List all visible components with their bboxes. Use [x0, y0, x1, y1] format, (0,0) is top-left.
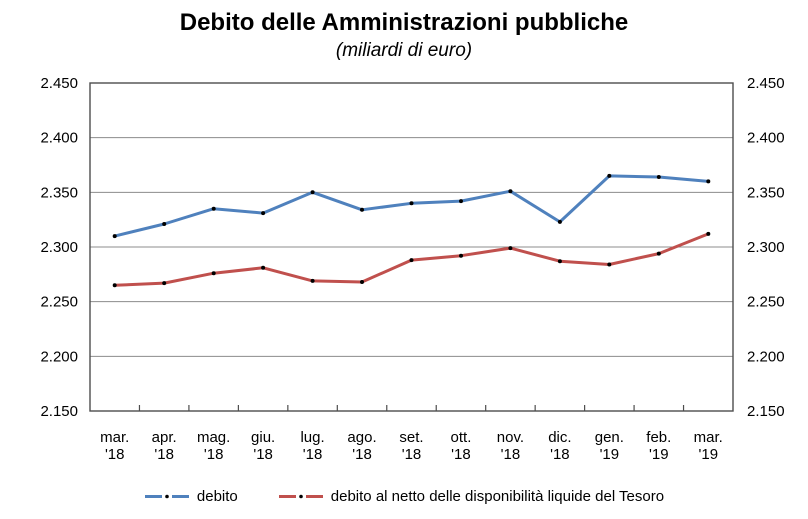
x-axis-category-label: mag. '18 [197, 429, 230, 463]
debito-data-point-marker [261, 211, 266, 216]
debito-data-point-marker [706, 179, 711, 184]
y-axis-tick-label-left: 2.250 [40, 294, 78, 311]
debito-netto-data-point-marker [360, 280, 364, 284]
x-axis-category-label: lug. '18 [300, 429, 324, 463]
debito-data-point-marker [409, 201, 414, 206]
debito-data-point-marker [508, 189, 513, 194]
legend-item-debito: debito [144, 488, 238, 505]
x-axis-category-label: apr. '18 [152, 429, 177, 463]
chart-subtitle: (miliardi di euro) [335, 40, 473, 61]
debito-data-point-marker [459, 199, 463, 204]
legend-label-debito-netto: debito al netto delle disponibilità liqu… [330, 488, 665, 505]
debito-netto-data-point-marker [656, 251, 661, 256]
x-axis-category-label: ago. '18 [347, 429, 376, 463]
debito-netto-data-point-marker [310, 278, 315, 283]
debito-netto-data-point-marker [409, 258, 414, 263]
x-axis-category-label: set. '18 [399, 429, 423, 463]
chart-legend: debito debito al netto delle disponibili… [0, 488, 808, 505]
y-axis-tick-label-left: 2.300 [40, 239, 78, 256]
legend-marker-dot [165, 494, 169, 499]
y-axis-tick-label-right: 2.250 [747, 294, 785, 311]
x-axis-category-label: ott. '18 [451, 429, 472, 463]
debito-netto-data-point-marker [162, 281, 167, 286]
x-axis-category-label: giu. '18 [251, 429, 275, 463]
debito-netto-data-point-marker [211, 271, 216, 276]
debito-netto-data-point-marker [607, 262, 612, 267]
y-axis-tick-label-right: 2.450 [747, 75, 785, 92]
y-axis-tick-label-right: 2.350 [747, 184, 785, 201]
y-axis-tick-label-right: 2.300 [747, 239, 785, 256]
legend-label-debito: debito [196, 488, 238, 505]
y-axis-tick-label-left: 2.350 [40, 184, 78, 201]
chart-title: Debito delle Amministrazioni pubbliche [179, 9, 629, 36]
debito-netto-data-point-marker [261, 265, 266, 270]
debito-data-point-marker [162, 222, 167, 226]
x-axis-category-label: gen. '19 [595, 429, 624, 463]
x-axis-category-label: mar. '19 [694, 429, 723, 463]
debito-data-point-marker [656, 175, 661, 179]
y-axis-tick-label-left: 2.450 [40, 75, 78, 92]
debito-data-point-marker [360, 207, 364, 212]
y-axis-tick-label-left: 2.150 [40, 403, 78, 420]
debito-netto-line-swatch [278, 494, 323, 499]
y-axis-tick-label-right: 2.150 [747, 403, 785, 420]
debito-data-point-marker [607, 173, 612, 178]
debito-netto-data-point-marker [706, 231, 711, 236]
debito-netto-data-point-marker [557, 259, 562, 264]
y-axis-tick-label-right: 2.200 [747, 348, 785, 365]
legend-marker-dot [298, 494, 303, 499]
debito-netto-data-point-marker [112, 283, 117, 288]
debito-data-point-marker [211, 206, 216, 211]
legend-item-debito-netto: debito al netto delle disponibilità liqu… [278, 488, 664, 505]
debito-netto-data-point-marker [508, 246, 513, 251]
x-axis-category-label: mar. '18 [100, 429, 129, 463]
x-axis-category-label: dic. '18 [548, 429, 571, 463]
x-axis-category-label: feb. '19 [646, 429, 671, 463]
debito-data-point-marker [112, 234, 117, 239]
debito-data-point-marker [557, 219, 562, 224]
y-axis-tick-label-right: 2.400 [747, 130, 785, 147]
debito-line [113, 174, 710, 238]
debito-data-point-marker [310, 190, 315, 195]
y-axis-tick-label-left: 2.200 [40, 348, 78, 365]
plot-area-border [89, 82, 734, 412]
x-axis-category-label: nov. '18 [497, 429, 524, 463]
y-axis-tick-label-left: 2.400 [40, 130, 78, 147]
debito-netto-data-point-marker [459, 253, 463, 258]
debito-line-swatch [144, 494, 189, 499]
